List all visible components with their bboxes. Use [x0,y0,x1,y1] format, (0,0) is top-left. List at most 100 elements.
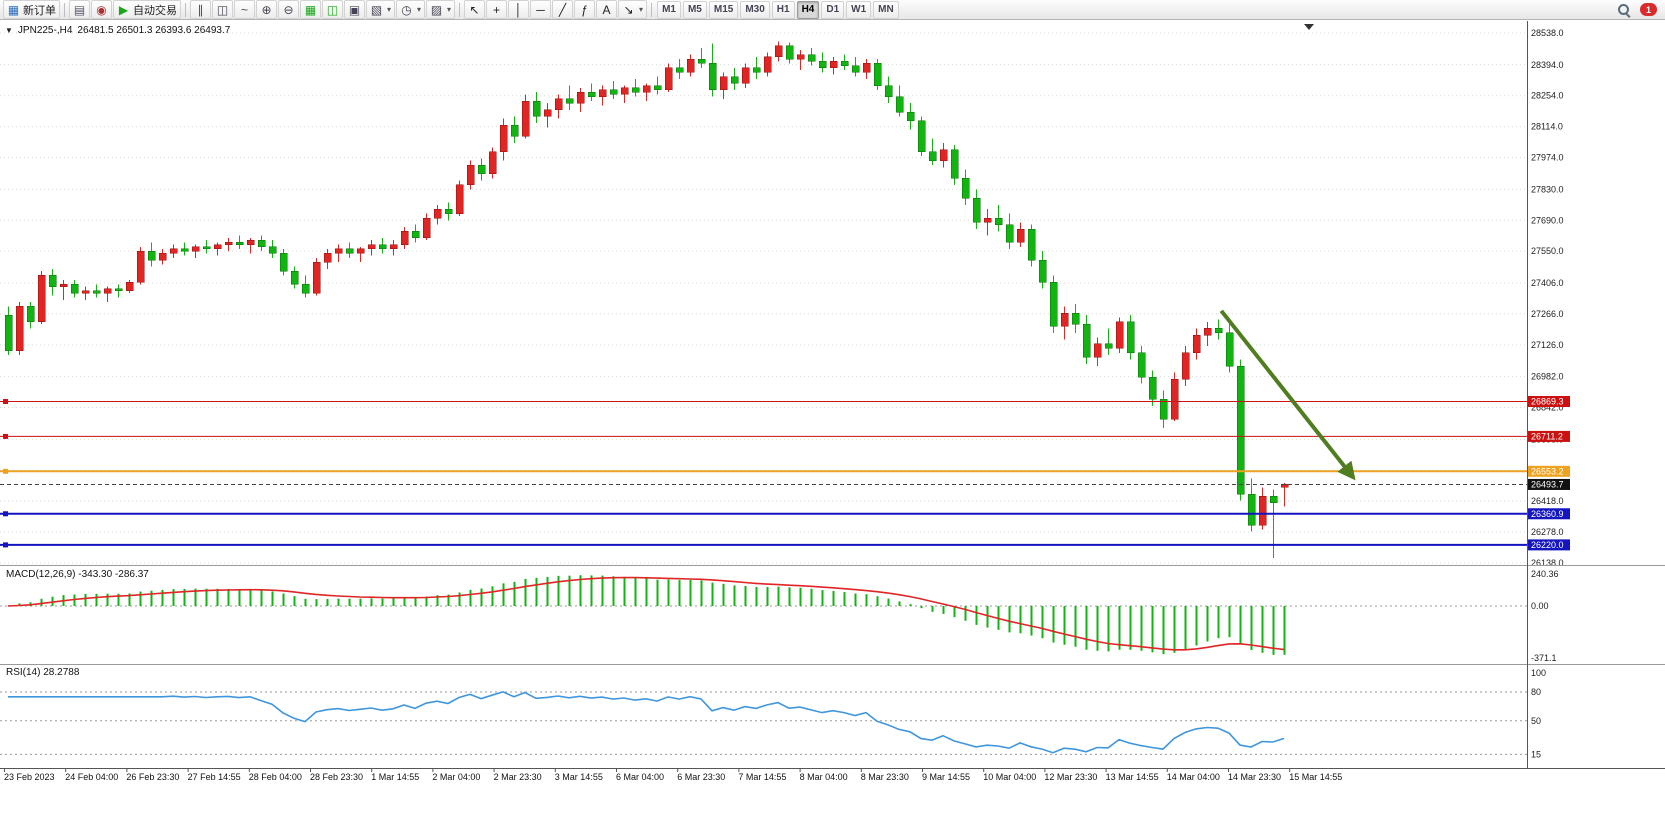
svg-text:26869.3: 26869.3 [1531,397,1564,407]
svg-text:80: 80 [1531,687,1541,697]
zoom-in-button[interactable]: ⊕ [256,0,277,19]
timeframe-m5-button[interactable]: M5 [682,0,707,19]
svg-text:27550.0: 27550.0 [1531,246,1564,256]
tile-windows-button[interactable]: ▦ [300,0,321,19]
print-button[interactable]: ▤ [69,0,90,19]
autotrade-play-button[interactable]: ▶ 自动交易 [113,0,181,19]
toolbar-separator [185,2,186,17]
new-chart-button[interactable]: ▧ ▾ [366,0,396,19]
fibonacci-icon: ƒ [581,2,588,17]
bars-chart-icon: ∥ [197,2,204,17]
svg-text:26360.9: 26360.9 [1531,509,1564,519]
chart-background[interactable] [0,21,1665,837]
dropdown-arrow-icon: ▾ [447,5,452,14]
line-anchor-handle[interactable] [3,542,8,548]
notification-badge[interactable]: 1 [1640,3,1657,16]
search-icon[interactable] [1617,3,1630,16]
timeframe-m1-button[interactable]: M1 [657,0,681,19]
new-order-icon: ▦ [7,2,20,17]
toolbar-separator [64,2,65,17]
snapshot-button[interactable]: ▨ ▾ [426,0,456,19]
timeframe-m30-button[interactable]: M30 [740,0,770,19]
line-anchor-handle[interactable] [3,468,8,474]
news-button[interactable]: ◉ [91,0,112,19]
current-price-line: 26493.7 [0,478,1570,490]
fibonacci-button[interactable]: ƒ [574,0,596,19]
line-anchor-handle[interactable] [3,511,8,517]
svg-text:50: 50 [1531,716,1541,726]
svg-text:100: 100 [1531,668,1546,678]
one-click-trading-collapse-icon[interactable]: ▼ [5,26,13,35]
crosshair-button[interactable]: + [486,0,508,19]
horizontal-line-button[interactable]: ─ [530,0,552,19]
timeframe-h1-button[interactable]: H1 [771,0,795,19]
svg-text:7 Mar 14:55: 7 Mar 14:55 [738,772,786,782]
timeframe-mn-button[interactable]: MN [873,0,899,19]
svg-text:3 Mar 14:55: 3 Mar 14:55 [555,772,603,782]
svg-text:8 Mar 23:30: 8 Mar 23:30 [861,772,909,782]
toolbar-right: 1 [1617,3,1662,16]
chart-ohlc-values: 26481.5 26501.3 26393.6 26493.7 [77,25,231,36]
svg-text:27406.0: 27406.0 [1531,278,1564,288]
rsi-indicator-label: RSI(14) 28.2788 [6,667,80,678]
trend-arrow[interactable] [1219,309,1356,481]
arrange-windows-button[interactable]: ▣ [344,0,365,19]
new-chart-icon: ▧ [370,2,383,17]
horizontal-line-icon: ─ [536,2,545,17]
crosshair-icon: + [493,2,501,17]
timeframe-d1-button[interactable]: D1 [821,0,845,19]
svg-text:15 Mar 14:55: 15 Mar 14:55 [1289,772,1342,782]
dropdown-arrow-icon: ▾ [387,5,392,14]
timeframe-w1-button[interactable]: W1 [846,0,872,19]
svg-text:6 Mar 23:30: 6 Mar 23:30 [677,772,725,782]
price-label-box [1528,539,1570,551]
zoom-out-button[interactable]: ⊖ [278,0,299,19]
vertical-line-button[interactable]: │ [508,0,530,19]
svg-text:26553.2: 26553.2 [1531,466,1564,476]
svg-text:8 Mar 04:00: 8 Mar 04:00 [800,772,848,782]
bars-chart-button[interactable]: ∥ [190,0,211,19]
svg-text:14 Mar 23:30: 14 Mar 23:30 [1228,772,1281,782]
line-anchor-handle[interactable] [3,433,8,439]
dropdown-arrow-icon: ▾ [639,5,644,14]
price-label-box [1528,508,1570,520]
svg-text:13 Mar 14:55: 13 Mar 14:55 [1106,772,1159,782]
svg-text:27974.0: 27974.0 [1531,153,1564,163]
arrows-button[interactable]: ↘ ▾ [618,0,648,19]
tile-windows-icon: ▦ [304,2,317,17]
rsi-pane: 100 80 50 15 [0,668,1546,759]
price-scale[interactable]: 28538.0 28394.0 28254.0 28114.0 27974.0 27830… [1531,28,1564,568]
cascade-windows-button[interactable]: ◫ [322,0,343,19]
svg-text:28114.0: 28114.0 [1531,122,1563,132]
new-order-label: 新订单 [23,4,56,17]
new-order-button[interactable]: ▦ 新订单 [3,0,60,19]
line-anchor-handle[interactable] [3,399,8,405]
text-button[interactable]: A [596,0,618,19]
macd-signal-line [7,576,1285,651]
candles [4,41,1289,559]
cursor-button[interactable]: ↖ [464,0,486,19]
candlestick-chart-button[interactable]: ◫ [212,0,233,19]
news-icon: ◉ [96,2,107,17]
timeframe-h4-button[interactable]: H4 [796,0,820,19]
vertical-line-icon: │ [514,2,523,17]
svg-text:24 Feb 04:00: 24 Feb 04:00 [65,772,118,782]
period-clock-button[interactable]: ◷ ▾ [396,0,426,19]
trendline-button[interactable]: ╱ [552,0,574,19]
svg-text:28394.0: 28394.0 [1531,60,1564,70]
svg-text:10 Mar 04:00: 10 Mar 04:00 [983,772,1036,782]
svg-text:26493.7: 26493.7 [1531,479,1564,489]
line-chart-button[interactable]: ~ [234,0,255,19]
timeframe-m15-button[interactable]: M15 [708,0,739,19]
cascade-windows-icon: ◫ [326,2,339,17]
candlestick-chart-icon: ◫ [216,2,229,17]
svg-text:14 Mar 04:00: 14 Mar 04:00 [1167,772,1220,782]
horizontal-lines[interactable]: 26869.3 26711.2 26553.2 26360.9 26220.0 [0,396,1570,551]
trendline-icon: ╱ [558,2,567,17]
autotrade-play-icon: ▶ [118,2,129,17]
svg-text:26 Feb 23:30: 26 Feb 23:30 [126,772,179,782]
svg-text:28538.0: 28538.0 [1531,28,1564,38]
pane-splitters[interactable] [0,565,1665,666]
time-axis[interactable]: 23 Feb 2023 24 Feb 04:00 26 Feb 23:30 27 Fe… [4,768,1342,782]
